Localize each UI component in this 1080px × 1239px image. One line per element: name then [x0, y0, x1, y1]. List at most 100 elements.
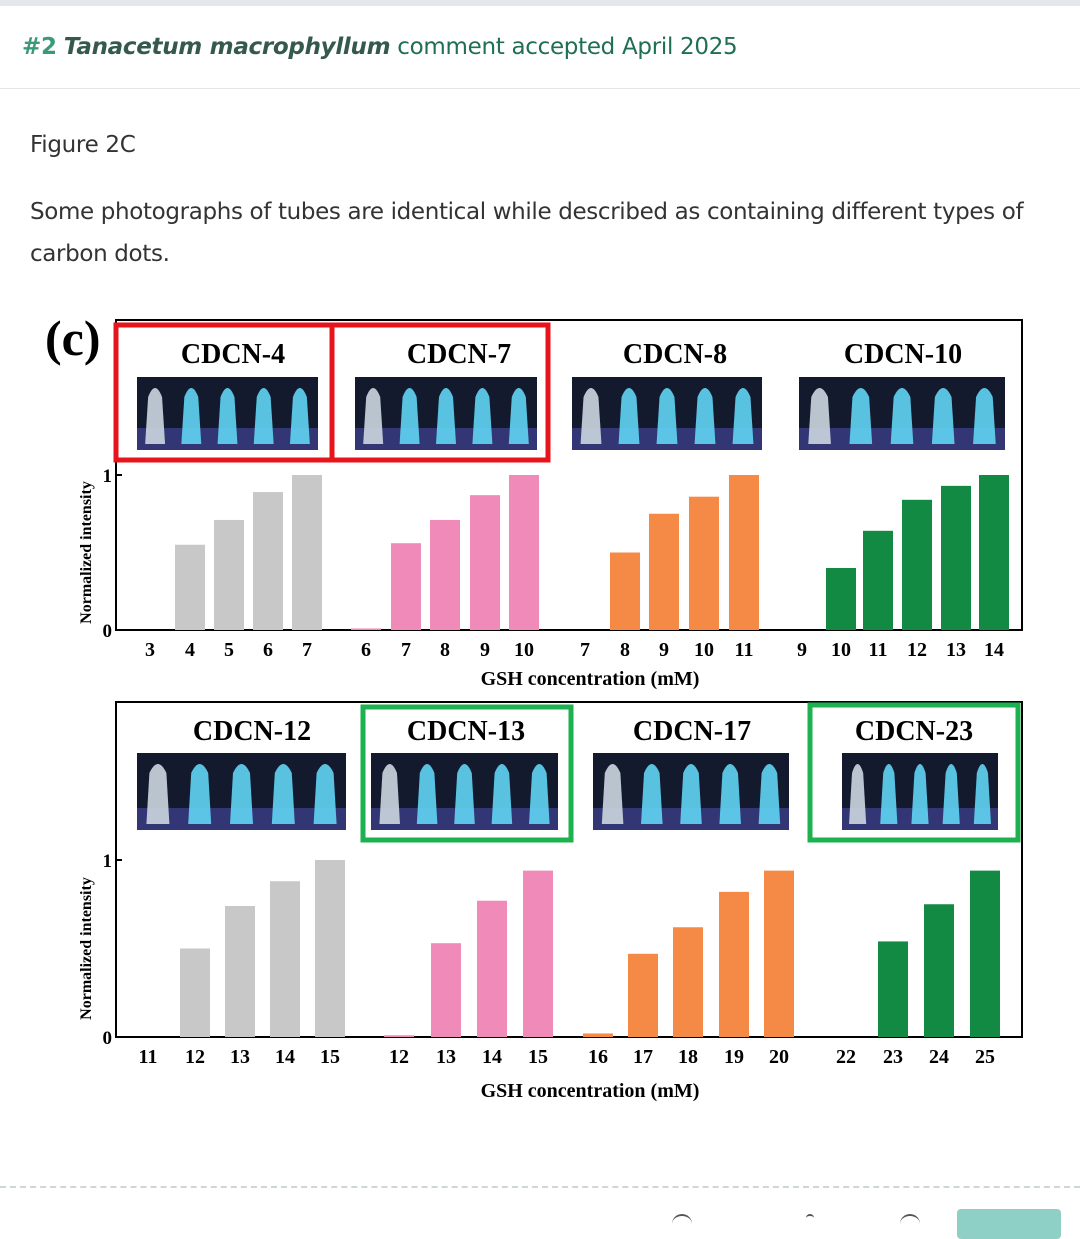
x-tick-label: 9: [659, 639, 669, 661]
tube: [849, 764, 867, 824]
bar-cdcn-4-7: [292, 475, 322, 630]
x-tick-label: 10: [514, 639, 534, 661]
top-border: [0, 0, 1080, 6]
x-tick-label: 12: [185, 1046, 205, 1068]
x-tick-label: 8: [620, 639, 630, 661]
footer-icon[interactable]: [672, 1214, 692, 1230]
x-tick-label: 6: [263, 639, 273, 661]
series-label-cdcn-7: CDCN-7: [407, 339, 511, 370]
comment-text: Some photographs of tubes are identical …: [30, 199, 1024, 267]
tube: [732, 388, 754, 444]
x-tick-label: 9: [797, 639, 807, 661]
x-tick-label: 8: [440, 639, 450, 661]
tube: [973, 764, 991, 824]
x-tick-label: 5: [224, 639, 234, 661]
footer-divider: [0, 1186, 1080, 1188]
bar-cdcn-23-23: [878, 941, 908, 1037]
y-axis-label: Normalized intensity: [78, 481, 95, 624]
x-tick-label: 11: [869, 639, 888, 661]
x-axis-label: GSH concentration (mM): [481, 668, 700, 690]
x-tick-label: 4: [185, 639, 195, 661]
y-axis-label: Normalized intensity: [78, 877, 95, 1020]
tube: [230, 764, 253, 824]
bar-cdcn-8-11: [729, 475, 759, 630]
bar-cdcn-10-10: [826, 568, 856, 630]
bar-cdcn-13-12: [384, 1035, 414, 1037]
tube: [217, 388, 238, 444]
footer-button[interactable]: [957, 1209, 1061, 1239]
comment-body: Figure 2C Some photographs of tubes are …: [30, 110, 1050, 275]
bar-cdcn-10-12: [902, 499, 932, 630]
series-label-cdcn-23: CDCN-23: [855, 716, 973, 747]
footer-icon[interactable]: [900, 1214, 920, 1230]
x-tick-label: 16: [588, 1046, 608, 1068]
chart-frame: [115, 701, 1023, 1038]
series-label-cdcn-17: CDCN-17: [633, 716, 751, 747]
series-label-cdcn-4: CDCN-4: [181, 339, 285, 370]
bar-cdcn-17-17: [628, 953, 658, 1037]
highlight-box-green: [807, 702, 1021, 843]
bar-cdcn-10-11: [863, 530, 893, 630]
tube: [435, 388, 457, 444]
tube: [363, 388, 384, 444]
y-tick-label: 1: [103, 851, 113, 872]
tube: [719, 764, 741, 824]
x-tick-label: 23: [883, 1046, 903, 1068]
tube: [472, 388, 493, 444]
figure-2c-svg: (c) 0 1 Normalized intensity 3 4 5 6 7 CDCN-4 6 7 8 9…: [45, 310, 1023, 1102]
bar-cdcn-10-13: [941, 485, 971, 630]
highlight-box-green: [360, 704, 574, 843]
tube: [188, 764, 212, 824]
x-tick-label: 14: [482, 1046, 502, 1068]
tube: [942, 764, 960, 824]
tube: [880, 764, 898, 824]
tube: [253, 388, 274, 444]
tube: [849, 388, 873, 444]
bar-cdcn-12-14: [270, 881, 300, 1037]
x-tick-label: 11: [735, 639, 754, 661]
x-tick-label: 14: [984, 639, 1004, 661]
x-tick-label: 10: [694, 639, 714, 661]
tube: [618, 388, 640, 444]
comment-number: #2: [22, 34, 57, 60]
footer-icon[interactable]: [806, 1214, 814, 1230]
bar-cdcn-12-15: [315, 860, 345, 1037]
bar-cdcn-12-13: [225, 906, 255, 1037]
x-tick-label: 20: [769, 1046, 789, 1068]
x-tick-label: 6: [361, 639, 371, 661]
x-tick-label: 7: [302, 639, 312, 661]
figure-label: Figure 2C: [30, 132, 136, 158]
tube: [890, 388, 914, 444]
tube: [601, 764, 624, 824]
tube: [911, 764, 929, 824]
x-tick-label: 22: [836, 1046, 856, 1068]
series-label-cdcn-8: CDCN-8: [623, 339, 727, 370]
tube: [529, 764, 550, 824]
bar-cdcn-8-10: [689, 496, 719, 630]
x-tick-label: 18: [678, 1046, 698, 1068]
bar-cdcn-7-6: [351, 628, 381, 630]
tube: [656, 388, 678, 444]
y-tick-label: 1: [103, 466, 113, 487]
tube: [508, 388, 529, 444]
bar-cdcn-7-9: [470, 495, 500, 630]
bar-cdcn-4-4: [175, 544, 205, 630]
x-tick-label: 13: [946, 639, 966, 661]
x-tick-label: 12: [389, 1046, 409, 1068]
bar-cdcn-8-9: [649, 513, 679, 630]
tube: [680, 764, 702, 824]
tube: [416, 764, 438, 824]
series-label-cdcn-12: CDCN-12: [193, 716, 311, 747]
x-tick-label: 12: [907, 639, 927, 661]
tube: [931, 388, 955, 444]
bar-cdcn-13-13: [431, 943, 461, 1037]
tube: [454, 764, 475, 824]
tube: [181, 388, 202, 444]
tube: [379, 764, 400, 824]
x-tick-label: 10: [831, 639, 851, 661]
x-tick-label: 11: [139, 1046, 158, 1068]
x-tick-label: 7: [401, 639, 411, 661]
bar-cdcn-23-24: [924, 904, 954, 1037]
x-tick-label: 7: [580, 639, 590, 661]
comment-title[interactable]: #2 Tanacetum macrophyllum comment accept…: [22, 33, 738, 61]
